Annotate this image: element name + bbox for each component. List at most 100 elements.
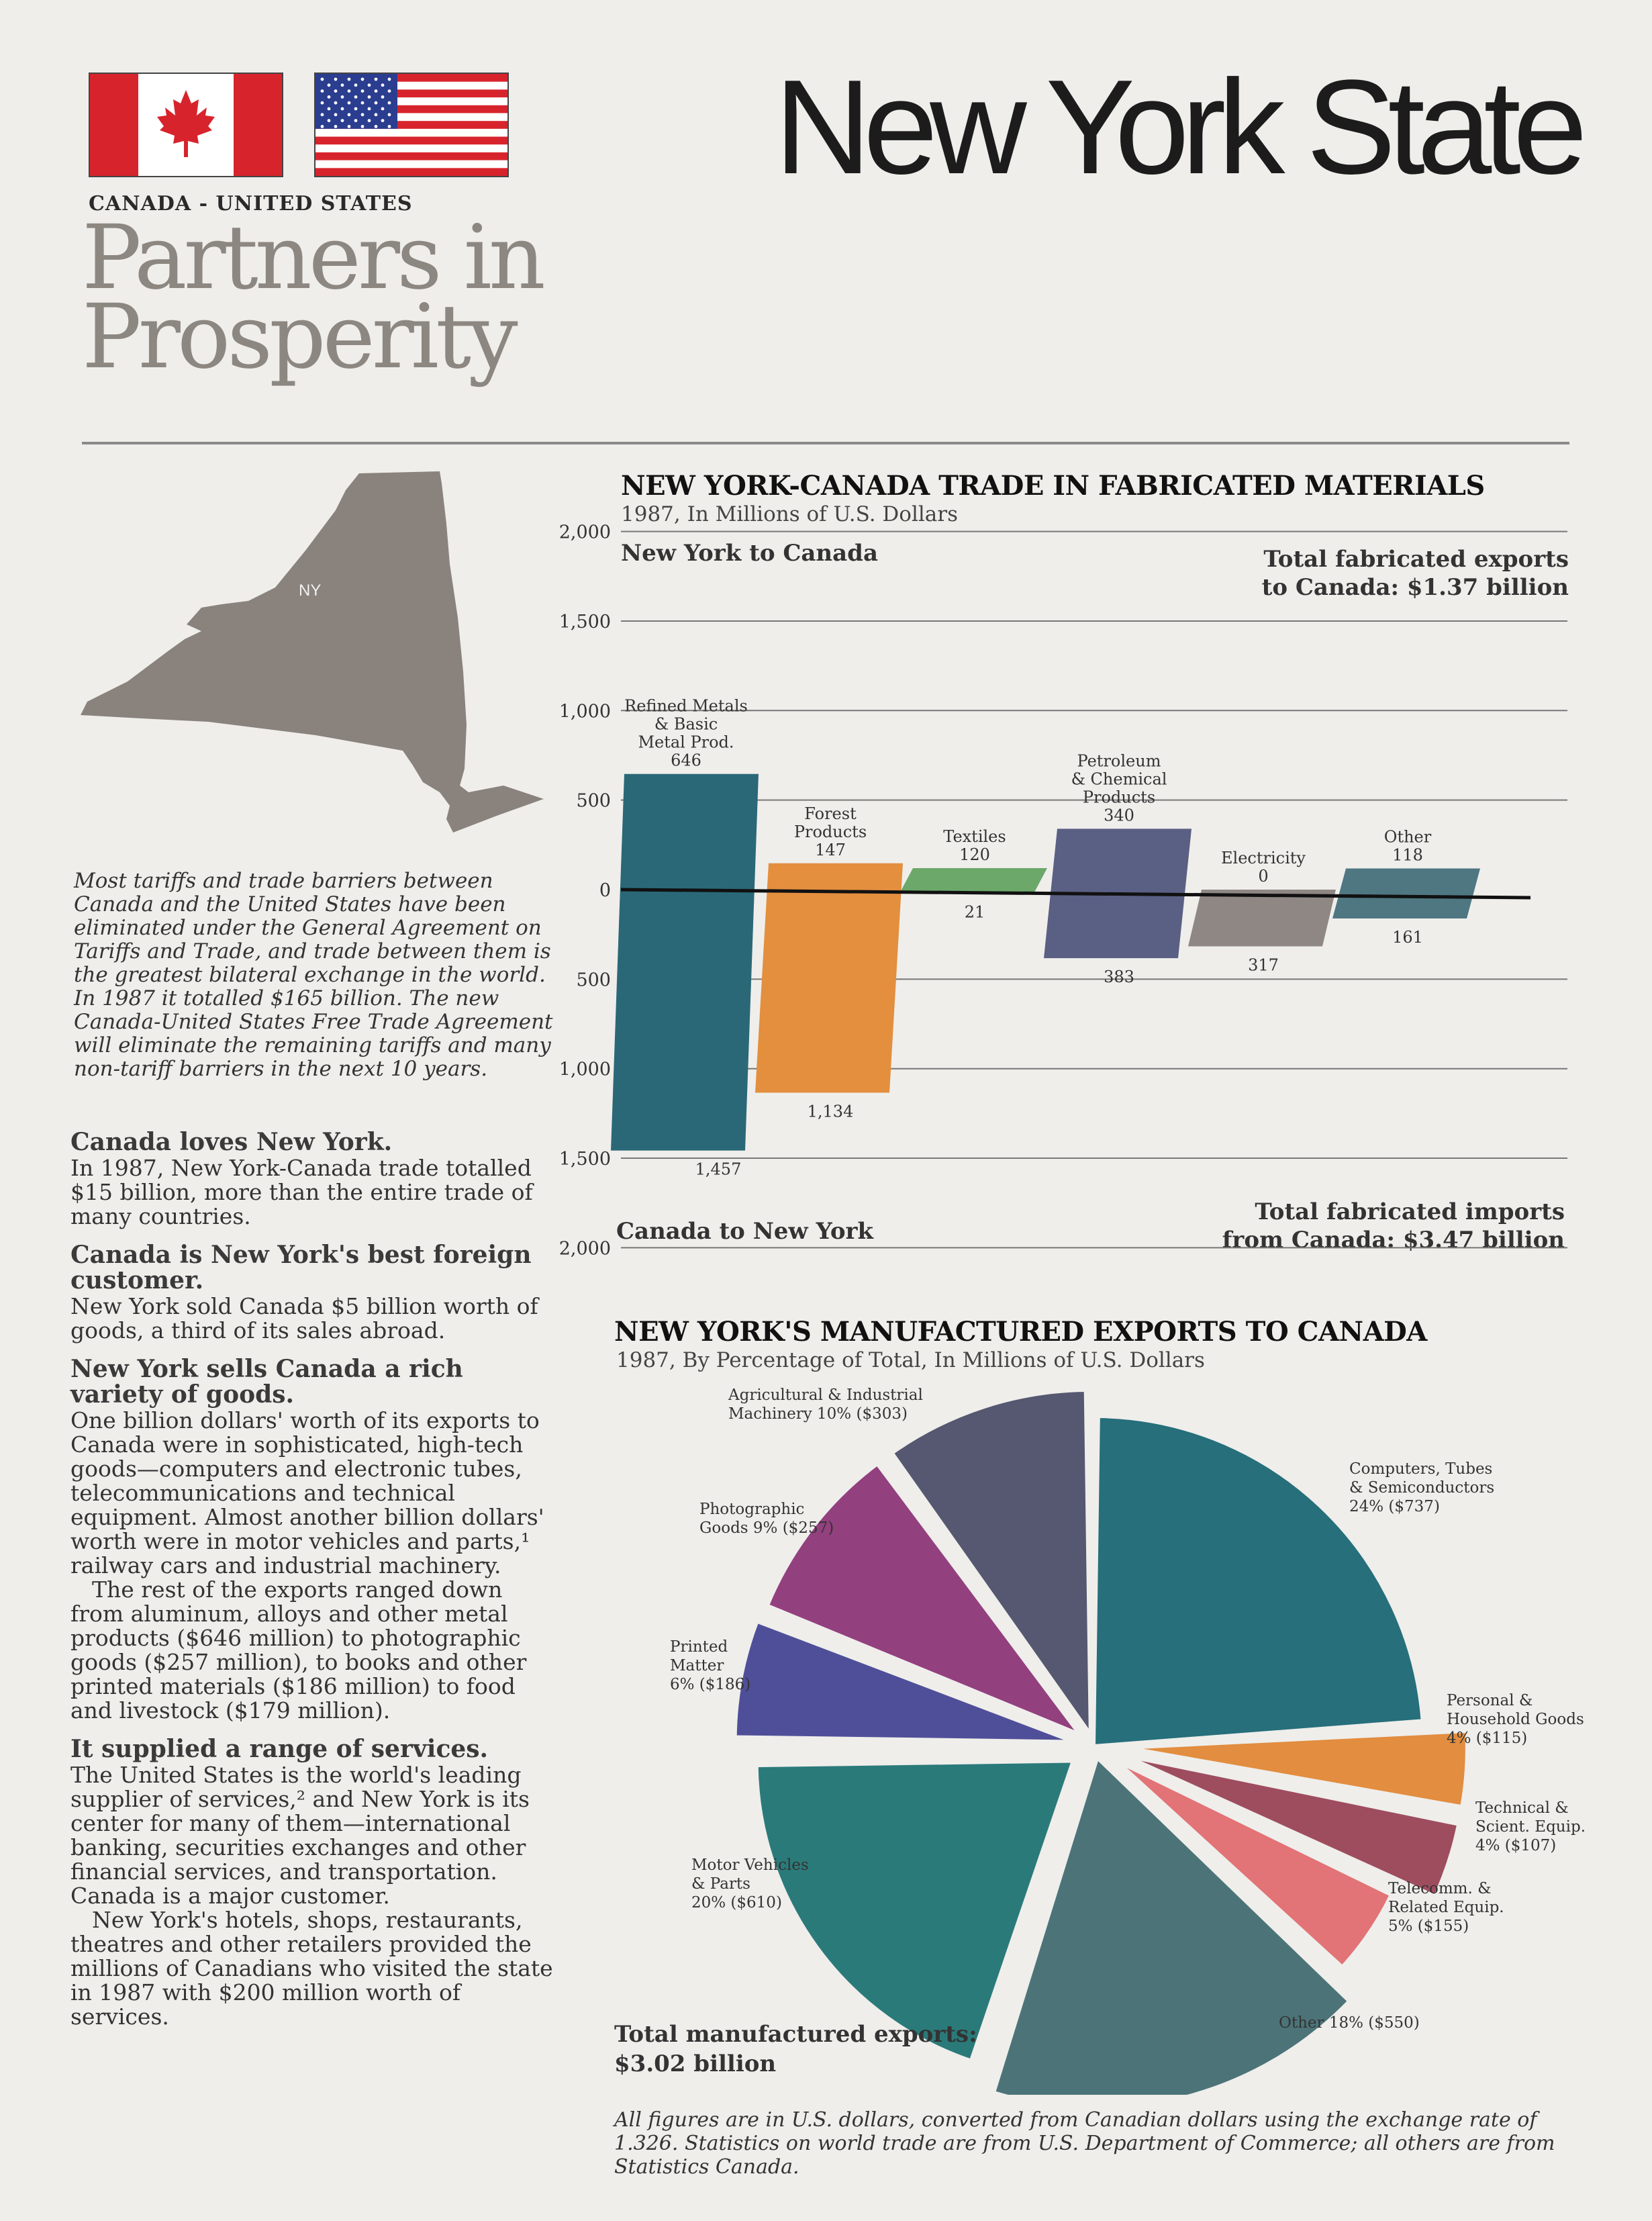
pie-slice-label: & Semiconductors: [1349, 1479, 1494, 1497]
bar-category-label: Metal Prod.: [638, 733, 734, 752]
pie-slice-label: 24% ($737): [1349, 1498, 1440, 1515]
bar-export-value: 118: [1392, 846, 1423, 865]
body-heading-1: Canada loves New York.: [70, 1128, 393, 1156]
body-heading-4: It supplied a range of services.: [70, 1735, 489, 1763]
total-imports-label: Total fabricated imports from Canada: $3…: [1222, 1198, 1565, 1254]
partners-title: Partners in Prosperity: [82, 206, 546, 389]
pie-slice-label: Scient. Equip.: [1475, 1818, 1586, 1836]
pie-slice-label: Telecomm. &: [1388, 1880, 1492, 1897]
bar-category-label: Other: [1384, 828, 1432, 847]
pie-slice-label: 20% ($610): [691, 1894, 782, 1911]
bar-category-label: & Basic: [654, 715, 718, 734]
y-tick-label: 500: [576, 970, 611, 990]
y-tick-label: 2,000: [559, 1238, 611, 1259]
pie-slice-label: Matter: [670, 1657, 724, 1674]
body-paragraph-6: New York's hotels, shops, restaurants, t…: [70, 1907, 553, 2030]
bar-category-label: Forest: [804, 804, 857, 823]
y-tick-label: 0: [599, 880, 611, 901]
bar-export-value: 120: [959, 845, 990, 864]
y-tick-label: 2,000: [559, 522, 611, 543]
pie-slice: [755, 1760, 1075, 2062]
total-exports-label: Total fabricated exports to Canada: $1.3…: [1262, 545, 1569, 602]
canada-flag-icon: [89, 73, 283, 177]
body-paragraph-3: One billion dollars' worth of its export…: [70, 1407, 544, 1578]
y-tick-label: 1,500: [559, 612, 611, 632]
pie-slice-label: 4% ($107): [1475, 1837, 1556, 1854]
pie-slice-label: 5% ($155): [1388, 1918, 1469, 1935]
bar-chart-title: NEW YORK-CANADA TRADE IN FABRICATED MATE…: [621, 470, 1485, 502]
bar-category-label: & Chemical: [1071, 769, 1167, 788]
body-paragraph-1: In 1987, New York-Canada trade totalled …: [70, 1155, 533, 1229]
y-tick-label: 1,500: [559, 1149, 611, 1170]
pie-slice-label: & Parts: [691, 1875, 750, 1893]
bar: [1332, 868, 1480, 918]
bar: [611, 773, 759, 1151]
bar: [755, 863, 903, 1093]
bar-category-label: Refined Metals: [624, 697, 748, 716]
total-imports-line-2: from Canada: $3.47 billion: [1222, 1227, 1565, 1254]
bar-category-label: Textiles: [943, 827, 1006, 846]
pie-slice: [1130, 1730, 1468, 1808]
pie-slice-label: Related Equip.: [1388, 1899, 1504, 1916]
body-copy: Canada loves New York. In 1987, New York…: [70, 1129, 554, 2029]
pie-slice-label: 6% ($186): [670, 1676, 750, 1693]
pie-slice: [992, 1756, 1351, 2095]
pie-slice-label: Goods 9% ($257): [699, 1519, 834, 1537]
partners-line-2: Prosperity: [82, 285, 518, 389]
pie-slice-label: Machinery 10% ($303): [728, 1405, 908, 1423]
canada-us-heading: CANADA - UNITED STATES: [89, 192, 413, 216]
pie-slice: [1092, 1415, 1424, 1748]
intro-paragraph: Most tariffs and trade barriers between …: [74, 869, 553, 1081]
bar: [1188, 890, 1336, 947]
bar: [900, 867, 1047, 894]
y-tick-label: 500: [576, 791, 611, 812]
bar-export-value: 0: [1258, 867, 1268, 886]
total-manufactured-line-2: $3.02 billion: [614, 2050, 777, 2077]
pie-slice-label: Technical &: [1475, 1799, 1569, 1817]
pie-slice: [766, 1462, 1083, 1737]
pie-slice-label: Agricultural & Industrial: [728, 1386, 923, 1404]
body-paragraph-5: The United States is the world's leading…: [70, 1762, 530, 1909]
pie-slice-label: Computers, Tubes: [1349, 1460, 1492, 1478]
footer-note: All figures are in U.S. dollars, convert…: [614, 2108, 1555, 2179]
pie-slice-label: Other 18% ($550): [1279, 2014, 1420, 2032]
bar-export-value: 147: [815, 841, 846, 859]
body-paragraph-4: The rest of the exports ranged down from…: [70, 1576, 527, 1723]
us-flag-icon: [314, 73, 509, 177]
bar-category-label: Electricity: [1221, 849, 1306, 867]
total-imports-line-1: Total fabricated imports: [1255, 1198, 1565, 1225]
bar-import-value: 1,457: [695, 1160, 742, 1179]
pie-slice-label: Personal &: [1447, 1692, 1533, 1709]
ny-map-label: NY: [299, 581, 322, 600]
pie-slice-label: Motor Vehicles: [691, 1856, 809, 1874]
bar-import-value: 161: [1392, 928, 1423, 947]
bar-import-value: 317: [1248, 956, 1279, 975]
pie-chart-subtitle: 1987, By Percentage of Total, In Million…: [616, 1348, 1205, 1372]
total-exports-line-2: to Canada: $1.37 billion: [1261, 574, 1569, 601]
pie-slice: [734, 1620, 1072, 1743]
bar-category-label: Products: [794, 822, 867, 841]
pie-slice-label: Household Goods: [1447, 1711, 1584, 1728]
bar-export-value: 340: [1104, 806, 1134, 824]
body-heading-2: Canada is New York's best foreign custom…: [70, 1241, 532, 1294]
bar-import-value: 21: [965, 903, 985, 922]
pie-slice: [1118, 1761, 1393, 1969]
total-manufactured-line-1: Total manufactured exports:: [614, 2021, 977, 2048]
pie-slice-label: Photographic: [699, 1501, 804, 1518]
header-rule: [82, 442, 1569, 444]
bar-import-value: 1,134: [808, 1102, 854, 1121]
new-york-map-icon: [81, 471, 544, 833]
zero-baseline: [620, 888, 1531, 900]
bar-chart: 2,000 1,500 1,000 500 0 500 1,000 1,500 2,000 646…: [559, 522, 1567, 1259]
bar-category-label: Petroleum: [1077, 751, 1161, 770]
y-tick-label: 1,000: [559, 701, 611, 722]
total-exports-line-1: Total fabricated exports: [1263, 546, 1569, 573]
partners-line-1: Partners in: [82, 206, 546, 310]
canada-to-ny-label: Canada to New York: [616, 1218, 873, 1245]
bar-category-label: Products: [1083, 788, 1155, 806]
pie-slice-label: 4% ($115): [1447, 1730, 1527, 1747]
bar-import-value: 383: [1104, 967, 1134, 986]
bar-chart-subtitle: 1987, In Millions of U.S. Dollars: [621, 502, 958, 526]
body-heading-3: New York sells Canada a rich variety of …: [70, 1355, 463, 1409]
